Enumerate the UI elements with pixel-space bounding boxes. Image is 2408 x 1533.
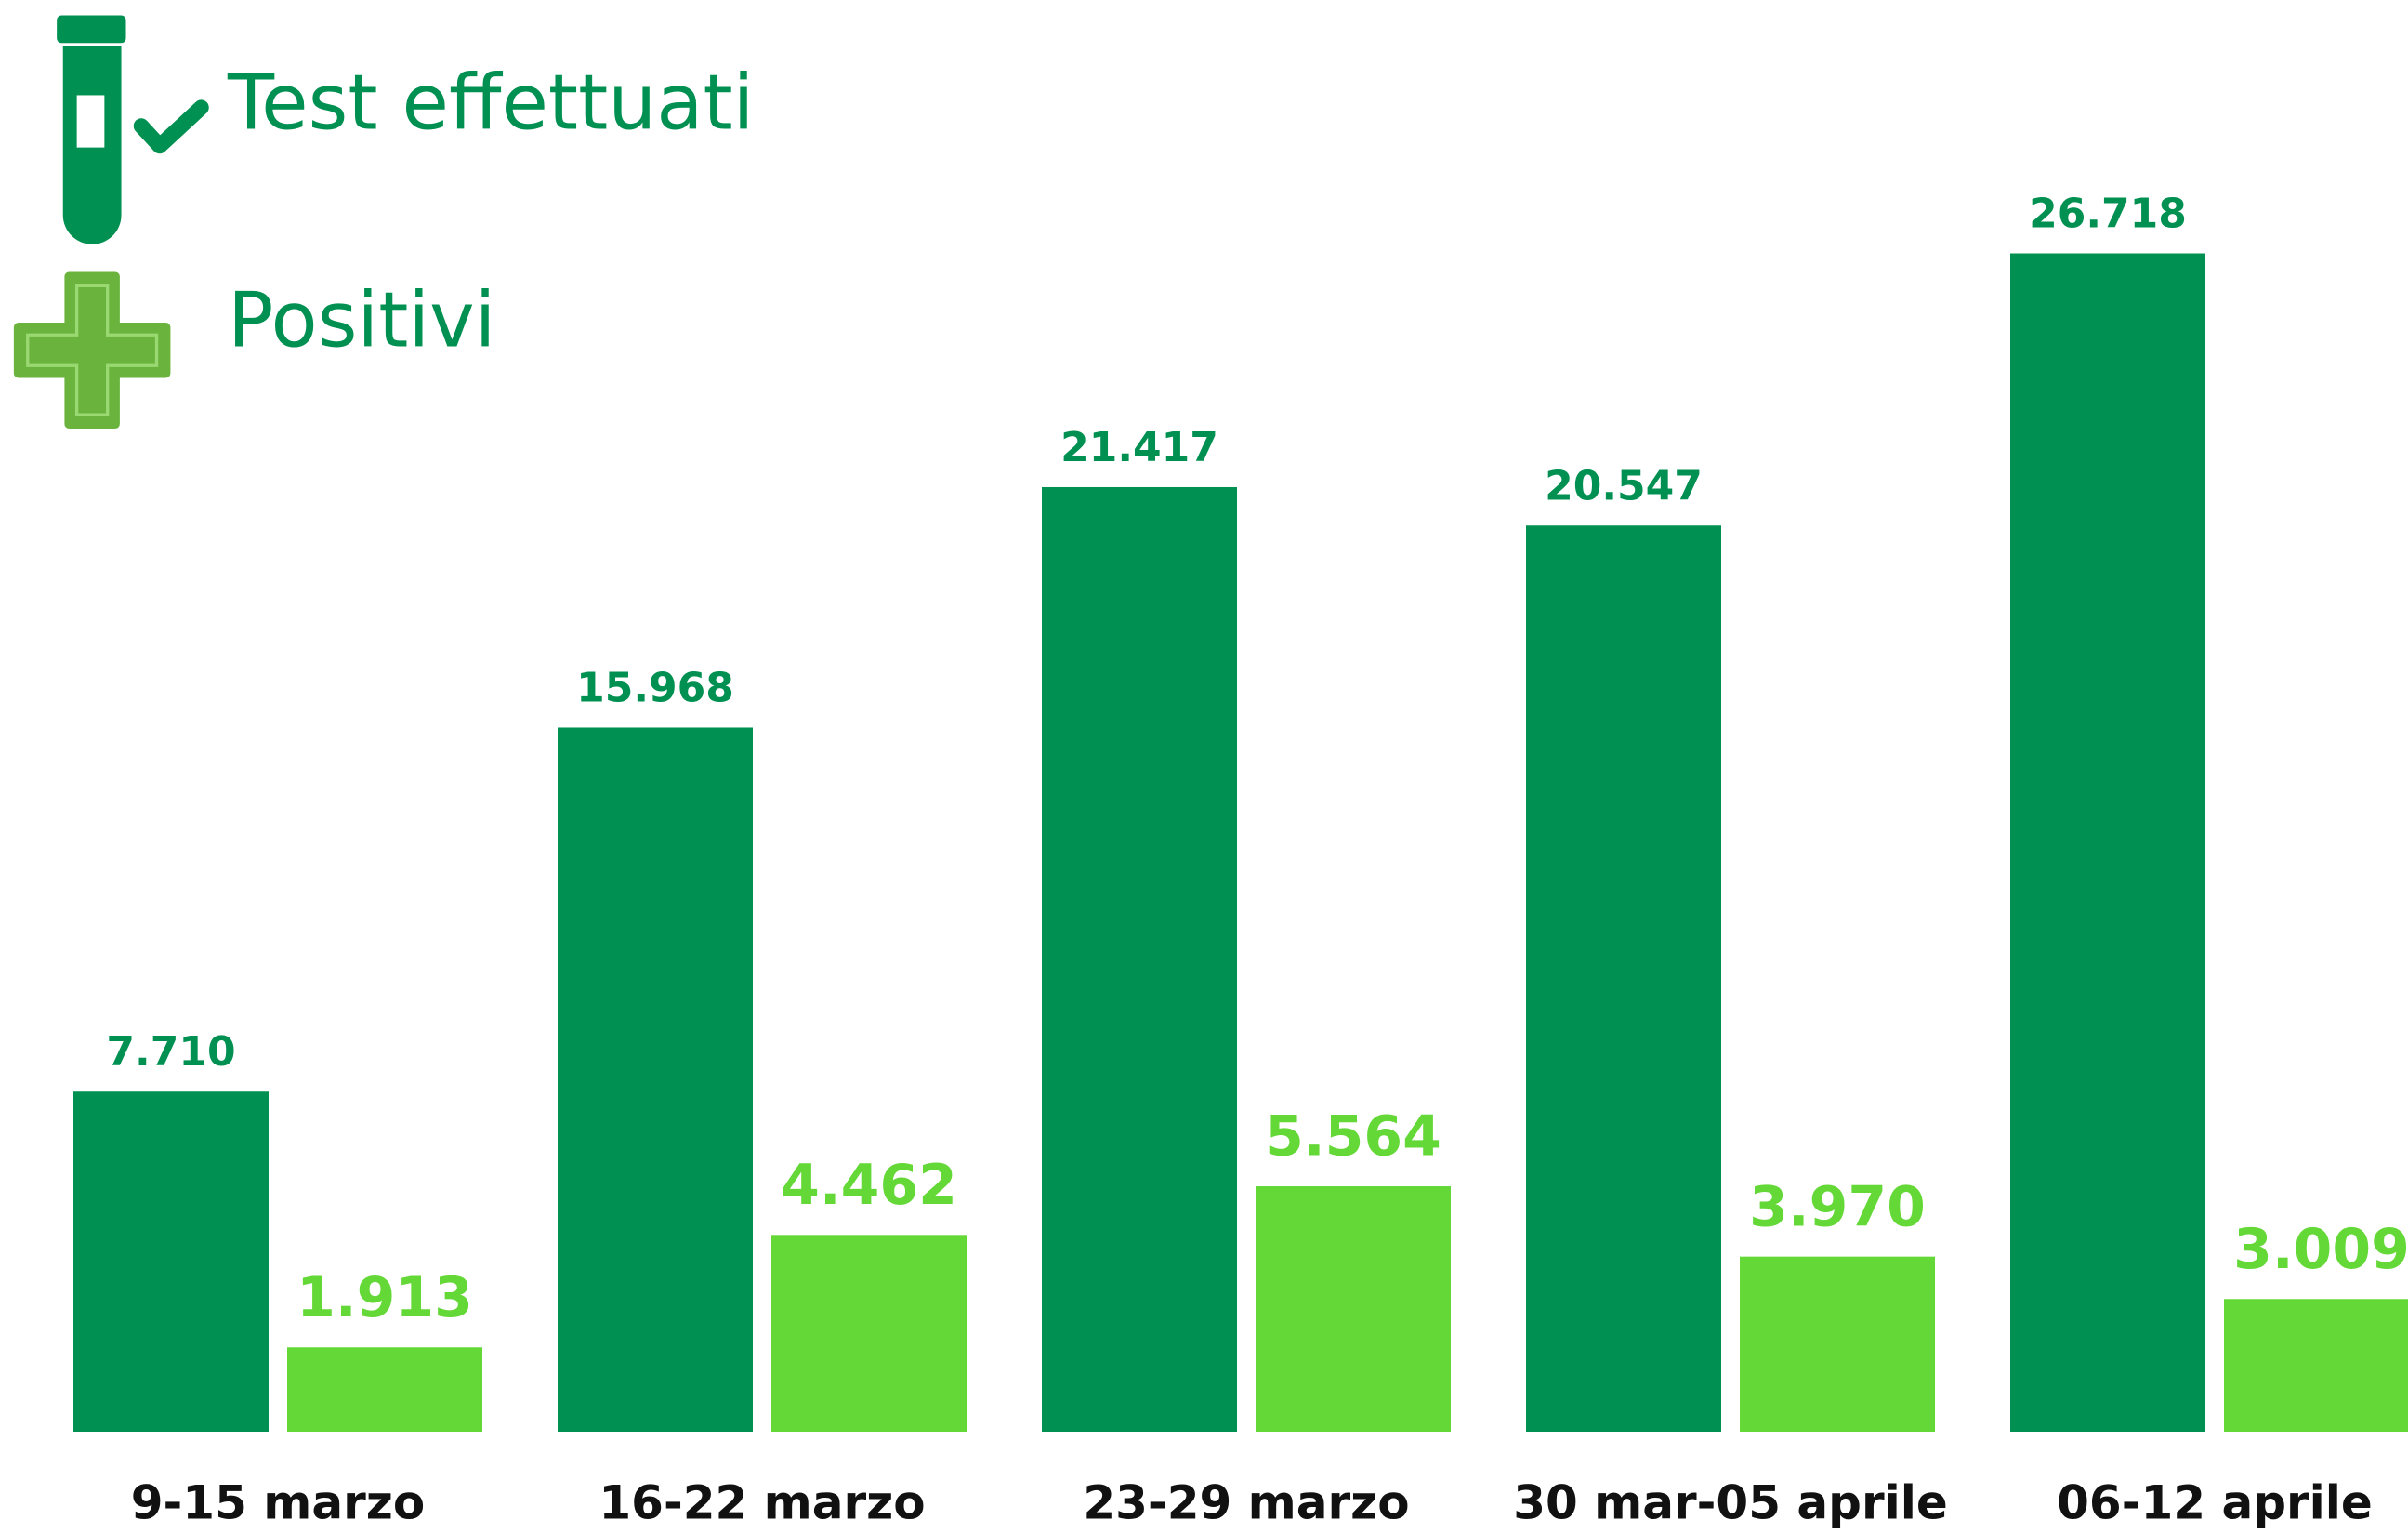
value-label: 5.564 [1265,1104,1441,1170]
legend-label: Test effettuati [227,59,754,147]
value-label: 4.462 [781,1153,957,1218]
value-label: 1.913 [296,1265,473,1330]
bar [1256,1186,1451,1432]
bar [2224,1299,2408,1432]
bar [73,1091,269,1432]
bar [1740,1256,1935,1432]
bar [1042,486,1237,1432]
legend-icons [13,15,209,430]
bar [2010,253,2205,1433]
value-label: 3.970 [1749,1174,1926,1239]
value-label: 7.710 [106,1028,235,1076]
value-label: 3.009 [2233,1217,2408,1282]
legend-label: Positivi [228,276,495,364]
check-icon [133,99,209,154]
plus-highlight [26,284,159,416]
bar [771,1235,967,1432]
value-label: 26.718 [2029,190,2187,237]
bar [558,727,753,1432]
x-tick-label: 23-29 marzo [1083,1476,1409,1530]
value-label: 15.968 [576,664,734,711]
x-tick-label: 30 mar-05 aprile [1513,1476,1948,1530]
x-tick-label: 16-22 marzo [599,1476,925,1530]
bar [1526,525,1721,1432]
tube-cap [57,15,126,44]
value-label: 21.417 [1060,424,1218,471]
value-label: 20.547 [1545,462,1703,509]
tube-window [76,95,105,148]
plus-icon [13,271,171,430]
x-tick-label: 06-12 aprile [2057,1476,2373,1530]
bar [287,1347,482,1432]
x-tick-label: 9-15 marzo [131,1476,425,1530]
